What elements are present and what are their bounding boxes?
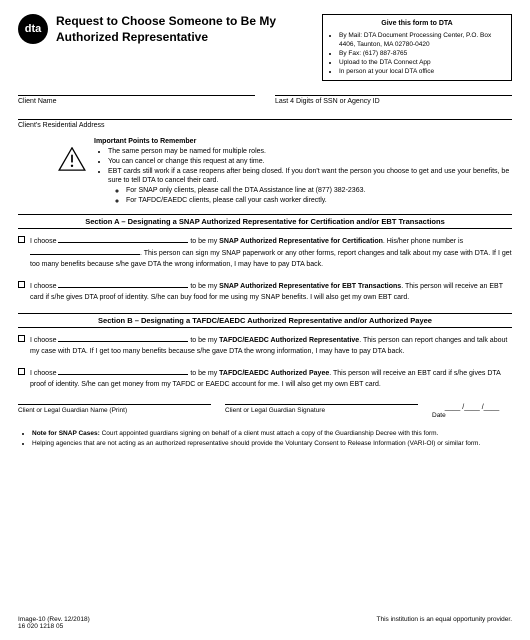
footer-left: Image-10 (Rev. 12/2018) 16 020 1218 05: [18, 616, 90, 630]
title-line-1: Request to Choose Someone to Be My: [56, 14, 314, 30]
header: dta Request to Choose Someone to Be My A…: [18, 14, 512, 81]
blank-name[interactable]: [58, 367, 188, 375]
text-bold: SNAP Authorized Representative for Certi…: [219, 238, 383, 245]
sig-name-field[interactable]: Client or Legal Guardian Name (Print): [18, 404, 211, 419]
text: I choose: [30, 283, 58, 290]
blank-name[interactable]: [58, 280, 188, 288]
important-bullet: You can cancel or change this request at…: [108, 157, 512, 167]
section-a-choice-1: I choose to be my SNAP Authorized Repres…: [18, 235, 512, 271]
checkbox[interactable]: [18, 281, 25, 288]
sig-signature-label: Client or Legal Guardian Signature: [225, 407, 418, 414]
note-item: Helping agencies that are not acting as …: [32, 439, 512, 449]
client-name-field[interactable]: Client Name: [18, 95, 255, 105]
ssn-label: Last 4 Digits of SSN or Agency ID: [275, 98, 512, 105]
give-form-box: Give this form to DTA By Mail: DTA Docum…: [322, 14, 512, 81]
warning-icon: [58, 147, 86, 171]
give-form-heading: Give this form to DTA: [329, 19, 505, 29]
dta-logo: dta: [18, 14, 48, 44]
checkbox[interactable]: [18, 335, 25, 342]
blank-phone[interactable]: [30, 247, 140, 255]
sig-date-label: Date: [432, 412, 512, 419]
text-bold: TAFDC/EAEDC Authorized Representative: [219, 337, 359, 344]
checkbox[interactable]: [18, 236, 25, 243]
important-sub-bullet: For TAFDC/EAEDC clients, please call you…: [126, 196, 512, 206]
text: I choose: [30, 238, 58, 245]
give-item: Upload to the DTA Connect App: [339, 58, 505, 67]
section-a-bar: Section A – Designating a SNAP Authorize…: [18, 214, 512, 229]
address-field[interactable]: Client's Residential Address: [18, 119, 512, 129]
signature-row: Client or Legal Guardian Name (Print) Cl…: [18, 404, 512, 419]
blank-name[interactable]: [58, 235, 188, 243]
text: to be my: [188, 238, 219, 245]
sig-name-label: Client or Legal Guardian Name (Print): [18, 407, 211, 414]
title-line-2: Authorized Representative: [56, 30, 314, 46]
important-block: Important Points to Remember The same pe…: [18, 137, 512, 206]
give-item: By Fax: (617) 887-8765: [339, 49, 505, 58]
text: I choose: [30, 337, 58, 344]
client-row: Client Name Last 4 Digits of SSN or Agen…: [18, 95, 512, 105]
blank-name[interactable]: [58, 334, 188, 342]
text: to be my: [188, 370, 219, 377]
form-id: Image-10 (Rev. 12/2018): [18, 616, 90, 623]
sig-date-field[interactable]: ____ /____ /____ Date: [432, 404, 512, 419]
text: . His/her phone number is: [383, 238, 463, 245]
checkbox[interactable]: [18, 368, 25, 375]
section-b-bar: Section B – Designating a TAFDC/EAEDC Au…: [18, 313, 512, 328]
section-a-choice-2: I choose to be my SNAP Authorized Repres…: [18, 280, 512, 303]
address-label: Client's Residential Address: [18, 122, 512, 129]
ssn-field[interactable]: Last 4 Digits of SSN or Agency ID: [275, 95, 512, 105]
text-bold: TAFDC/EAEDC Authorized Payee: [219, 370, 329, 377]
important-bullet: The same person may be named for multipl…: [108, 147, 512, 157]
sig-signature-field[interactable]: Client or Legal Guardian Signature: [225, 404, 418, 419]
form-code: 16 020 1218 05: [18, 623, 90, 630]
text: to be my: [188, 283, 219, 290]
important-heading: Important Points to Remember: [94, 137, 512, 147]
section-b-choice-2: I choose to be my TAFDC/EAEDC Authorized…: [18, 367, 512, 390]
footer-right: This institution is an equal opportunity…: [377, 616, 513, 630]
text: to be my: [188, 337, 219, 344]
footer: Image-10 (Rev. 12/2018) 16 020 1218 05 T…: [18, 616, 512, 630]
important-sub-bullet: For SNAP only clients, please call the D…: [126, 186, 512, 196]
give-item: By Mail: DTA Document Processing Center,…: [339, 31, 505, 49]
important-bullet: EBT cards still work if a case reopens a…: [108, 167, 512, 206]
note-item: Note for SNAP Cases: Court appointed gua…: [32, 429, 512, 439]
footer-notes: Note for SNAP Cases: Court appointed gua…: [18, 429, 512, 449]
date-blanks: ____ /____ /____: [432, 404, 512, 412]
text: I choose: [30, 370, 58, 377]
section-b-choice-1: I choose to be my TAFDC/EAEDC Authorized…: [18, 334, 512, 357]
text-bold: SNAP Authorized Representative for EBT T…: [219, 283, 401, 290]
client-name-label: Client Name: [18, 98, 255, 105]
give-item: In person at your local DTA office: [339, 67, 505, 76]
title-block: Request to Choose Someone to Be My Autho…: [56, 14, 314, 45]
